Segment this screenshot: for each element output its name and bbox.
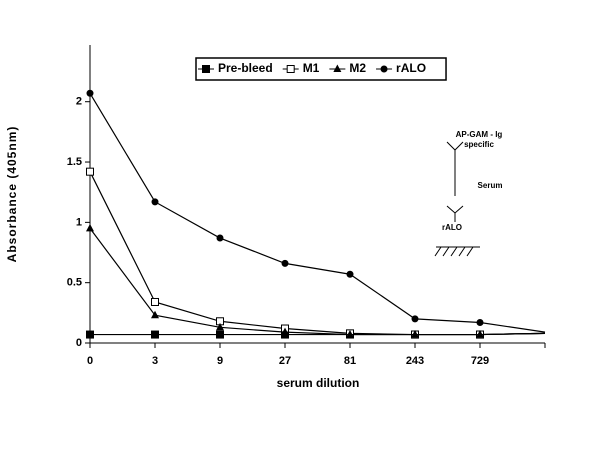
data-point (151, 297, 159, 306)
x-tick-label: 243 (406, 355, 424, 367)
legend-item: Pre-bleed (198, 61, 273, 75)
legend-label: Pre-bleed (218, 61, 273, 75)
data-point (86, 330, 94, 339)
legend-marker (380, 65, 388, 73)
y-tick-label: 2 (76, 96, 82, 108)
antibody-icon (446, 141, 464, 196)
data-point (346, 270, 354, 278)
y-tick-label: 0.5 (67, 277, 82, 289)
x-tick-label: 81 (344, 355, 356, 367)
annotation: specific (464, 140, 494, 149)
plate-surface (434, 246, 480, 257)
data-point (216, 322, 224, 331)
data-point (411, 315, 419, 323)
data-point (216, 234, 224, 242)
x-tick-label: 9 (217, 355, 223, 367)
data-point (281, 327, 289, 336)
y-axis-label: Absorbance (405nm) (5, 126, 19, 263)
legend-box (195, 57, 447, 81)
series-line (89, 92, 546, 333)
y-tick-label: 1.5 (67, 156, 82, 168)
data-point (216, 330, 224, 339)
data-point (346, 330, 354, 338)
x-tick-label: 27 (279, 355, 291, 367)
x-axis-label: serum dilution (277, 376, 360, 390)
annotation: rALO (442, 223, 462, 232)
series-line (89, 171, 546, 336)
legend-item: rALO (376, 61, 426, 75)
x-tick-label: 729 (471, 355, 489, 367)
legend-marker (202, 65, 210, 73)
annotation: Serum (478, 181, 503, 190)
y-tick-label: 1 (76, 216, 82, 228)
legend-marker (333, 64, 342, 72)
data-point (86, 89, 94, 97)
data-point (151, 330, 159, 339)
annotation: AP-GAM - Ig (456, 130, 503, 139)
data-point (476, 330, 484, 338)
legend-item: M2 (329, 61, 366, 75)
legend: Pre-bleed M1 M2 rALO (195, 57, 447, 81)
data-point (411, 330, 419, 338)
data-point (476, 318, 484, 326)
data-point (86, 223, 94, 232)
schematic (434, 141, 480, 257)
data-point (281, 259, 289, 267)
legend-label: M2 (349, 61, 366, 75)
legend-label: M1 (303, 61, 320, 75)
data-point (86, 167, 94, 176)
x-tick-label: 3 (152, 355, 158, 367)
legend-label: rALO (396, 61, 426, 75)
data-point (151, 310, 159, 319)
antigen-icon (446, 205, 464, 222)
legend-marker (286, 65, 295, 73)
legend-item: M1 (282, 61, 320, 75)
series-line (89, 228, 546, 336)
x-tick-label: 0 (87, 355, 93, 367)
data-point (151, 198, 159, 206)
y-tick-label: 0 (76, 337, 82, 349)
